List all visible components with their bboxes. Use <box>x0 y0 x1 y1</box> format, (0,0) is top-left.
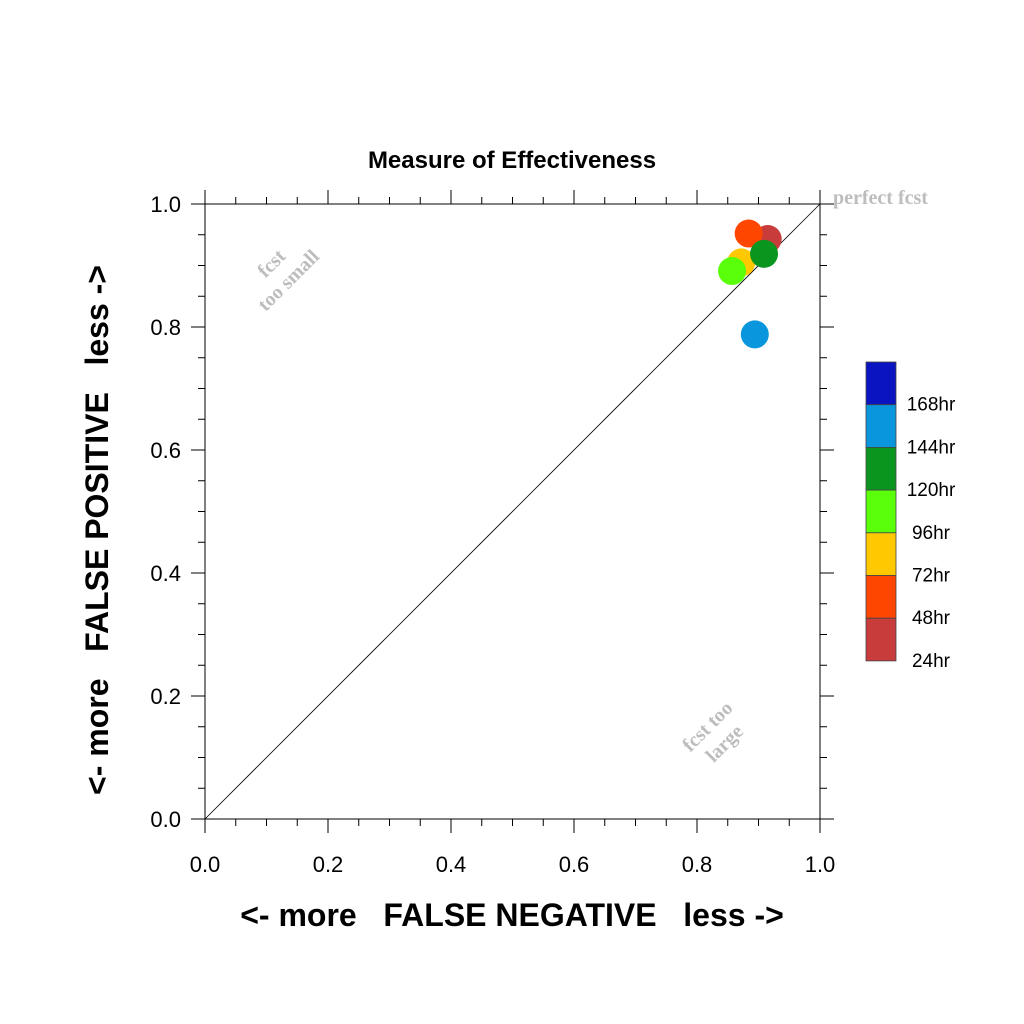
axis-ticks <box>191 190 834 833</box>
axis-tick-labels: 0.0 0.2 0.4 0.6 0.8 1.0 0.0 0.2 0.4 0.6 0.8 1.0 <box>150 192 835 877</box>
y-tick-label: 1.0 <box>150 192 181 217</box>
legend-label-72hr: 72hr <box>912 566 951 587</box>
x-tick-label: 0.6 <box>559 852 590 877</box>
legend-label-168hr: 168hr <box>907 395 956 416</box>
legend-swatch-48hr <box>865 575 897 619</box>
data-point-120hr <box>750 239 779 268</box>
x-tick-label: 0.0 <box>190 852 221 877</box>
data-point-144hr <box>740 320 769 349</box>
perfect-forecast-label: perfect fcst <box>833 187 928 209</box>
chart-title: Measure of Effectiveness <box>368 147 656 174</box>
too-large-annotation: fcst too large <box>678 697 748 767</box>
x-axis-title: <- more FALSE NEGATIVE less -> <box>240 897 784 933</box>
legend-label-96hr: 96hr <box>912 523 951 544</box>
data-point-48hr <box>734 219 763 248</box>
data-points <box>718 219 782 349</box>
y-tick-label: 0.2 <box>150 684 181 709</box>
too-small-annotation: fcst too small <box>253 245 324 316</box>
legend-swatch-144hr <box>865 404 897 448</box>
y-axis-title: <- more FALSE POSITIVE less -> <box>79 265 115 795</box>
legend-label-120hr: 120hr <box>907 480 956 501</box>
legend-swatch-120hr <box>865 446 897 491</box>
legend-label-144hr: 144hr <box>907 437 956 458</box>
x-tick-label: 0.8 <box>682 852 713 877</box>
y-tick-label: 0.4 <box>150 561 181 586</box>
legend-label-24hr: 24hr <box>912 651 951 672</box>
diagonal-reference-line <box>204 203 821 820</box>
y-tick-label: 0.6 <box>150 438 181 463</box>
x-tick-label: 0.4 <box>436 852 467 877</box>
data-point-96hr <box>718 257 747 286</box>
legend-swatch-168hr <box>865 361 897 406</box>
legend-label-48hr: 48hr <box>912 608 951 629</box>
legend-swatch-72hr <box>865 532 897 576</box>
legend-swatch-96hr <box>865 489 897 534</box>
legend-swatch-24hr <box>865 617 897 662</box>
y-tick-label: 0.0 <box>150 807 181 832</box>
x-tick-label: 1.0 <box>805 852 836 877</box>
plot-area: 0.0 0.2 0.4 0.6 0.8 1.0 0.0 0.2 0.4 0.6 0.8 1.0 <box>150 190 835 877</box>
legend: 168hr 144hr 120hr 96hr 72hr 48hr 24hr <box>865 361 956 672</box>
y-tick-label: 0.8 <box>150 315 181 340</box>
x-tick-label: 0.2 <box>313 852 344 877</box>
